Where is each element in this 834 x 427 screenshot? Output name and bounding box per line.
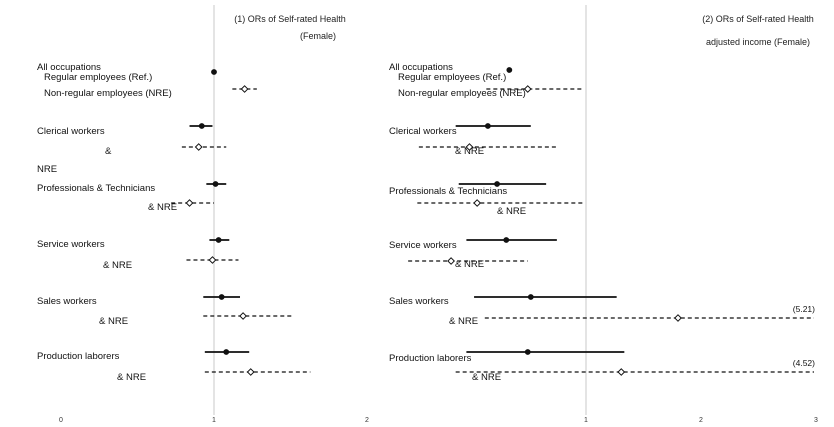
panel-2-title-line-2: adjusted income (Female) (706, 37, 810, 47)
panel-1-professionals-and-technicians-and-nre-point (185, 199, 194, 207)
panel-2-label-all-occupations: All occupations (389, 62, 453, 73)
panel-2-label-non-regular-employees: Non-regular employees (NRE) (398, 88, 526, 99)
panel-1: (1) ORs of Self-rated Health (Female) Al… (37, 5, 369, 424)
panel-2-label-sales-nre: & NRE (449, 316, 478, 327)
panel-1-clerical-workers-point (198, 123, 205, 129)
panel-1-label-production-laborers: Production laborers (37, 351, 120, 362)
panel-2-sales-nre-upper-ci-note: (5.21) (793, 304, 815, 314)
panel-1-regular-employees-ref-point (211, 69, 217, 75)
panel-2-sales-workers-and-nre-point (674, 314, 682, 322)
panel-1-label-sales-nre: & NRE (99, 316, 128, 327)
panel-1-label-clerical-ampersand: & (105, 146, 112, 157)
panel-1-label-production-nre: & NRE (117, 372, 146, 383)
panel-2-service-workers-point (503, 237, 510, 243)
panel-2-label-production-nre: & NRE (472, 372, 501, 383)
panel-2-x-tick-1: 1 (584, 417, 588, 424)
panel-2-label-regular-employees: Regular employees (Ref.) (398, 72, 506, 83)
panel-2-x-tick-3: 3 (814, 417, 818, 424)
panel-2-regular-employees-ref-point (506, 67, 513, 73)
panel-1-service-workers-point (215, 237, 222, 243)
panel-1-title-line-2: (Female) (300, 31, 336, 41)
panel-1-label-non-regular-employees: Non-regular employees (NRE) (44, 88, 172, 99)
panel-1-label-professionals: Professionals & Technicians (37, 183, 155, 194)
panel-2-label-clerical-workers: Clerical workers (389, 126, 457, 137)
panel-2-non-regular-employees-nre-point (523, 85, 532, 93)
panel-1-x-tick-0: 0 (59, 417, 63, 424)
panel-1-label-regular-employees: Regular employees (Ref.) (44, 72, 152, 83)
panel-2-service-workers-and-nre-point (447, 257, 455, 265)
panel-2-label-professionals-nre: & NRE (497, 206, 526, 217)
panel-2-professionals-and-technicians-and-nre-point (473, 199, 482, 207)
panel-1-sales-workers-and-nre-point (239, 312, 247, 320)
panel-2-marks (408, 67, 814, 376)
panel-1-x-tick-1: 1 (212, 417, 216, 424)
panel-2-label-production-laborers: Production laborers (389, 353, 472, 364)
panel-1-label-service-workers: Service workers (37, 239, 105, 250)
panel-2-sales-workers-point (527, 294, 534, 300)
panel-1-professionals-and-technicians-point (212, 181, 219, 187)
panel-1-sales-workers-point (218, 294, 225, 300)
panel-1-label-all-occupations: All occupations (37, 62, 101, 73)
panel-2-title-line-1: (2) ORs of Self-rated Health (702, 14, 814, 24)
panel-2-production-laborers-and-nre-point (617, 368, 626, 376)
panel-1-title-line-1: (1) ORs of Self-rated Health (234, 14, 346, 24)
panel-2-label-service-nre: & NRE (455, 259, 484, 270)
panel-2-label-sales-workers: Sales workers (389, 296, 449, 307)
panel-1-label-professionals-nre: & NRE (148, 202, 177, 213)
panel-1-x-tick-2: 2 (365, 417, 369, 424)
panel-1-non-regular-employees-nre-point (240, 85, 249, 93)
panel-1-marks (171, 69, 311, 376)
panel-2-label-service-workers: Service workers (389, 240, 457, 251)
panel-1-label-service-nre: & NRE (103, 260, 132, 271)
panel-2-production-laborers-point (524, 349, 531, 355)
panel-2-production-nre-upper-ci-note: (4.52) (793, 358, 815, 368)
panel-2-clerical-workers-and-nre-point (465, 143, 474, 151)
panel-2-clerical-workers-point (484, 123, 491, 129)
panel-2-x-tick-2: 2 (699, 417, 703, 424)
panel-2-label-professionals: Professionals & Technicians (389, 186, 507, 197)
panel-1-service-workers-and-nre-point (208, 256, 217, 264)
panel-1-clerical-workers-and-nre-point (194, 143, 203, 151)
panel-1-label-sales-workers: Sales workers (37, 296, 97, 307)
panel-2: (2) ORs of Self-rated Health adjusted in… (389, 5, 818, 424)
panel-1-production-laborers-and-nre-point (246, 368, 255, 376)
panel-2-label-clerical-nre: & NRE (455, 146, 484, 157)
panel-1-label-clerical-workers: Clerical workers (37, 126, 105, 137)
panel-2-professionals-and-technicians-point (494, 181, 500, 187)
panel-1-production-laborers-point (223, 349, 230, 355)
panel-1-label-clerical-nre: NRE (37, 164, 57, 175)
